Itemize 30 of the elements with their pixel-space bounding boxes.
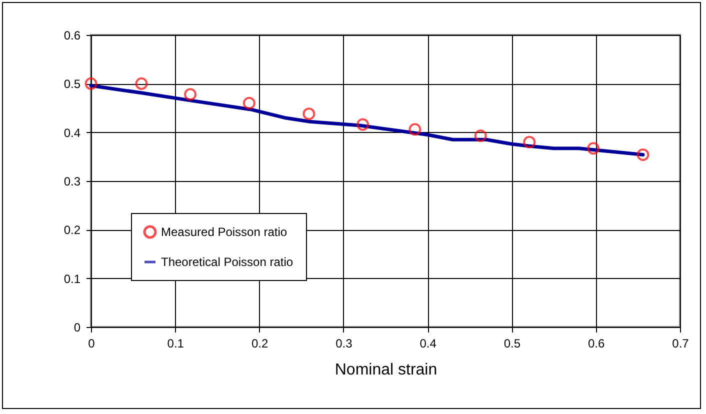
point [184,88,197,101]
y-tick-label: 0.4 [64,126,81,140]
point [302,108,316,120]
x-tick-label: 0.1 [167,336,184,350]
x-tick-label: 0.3 [336,336,353,350]
y-tick-label: 0.2 [64,223,81,238]
point [135,77,148,90]
point [408,123,422,136]
x-tick-label: 0.6 [588,336,606,350]
point [636,148,650,161]
point [523,136,536,148]
legend-label: Theoretical Poisson ratio [161,255,294,269]
x-tick-label: 0.2 [251,336,268,350]
line-series [89,84,645,156]
x-axis-title: Nominal strain [334,362,438,378]
legend-label: Measured Poisson ratio [161,225,288,239]
y-tick-label: 0 [74,320,81,334]
point [242,96,256,110]
point [587,142,600,155]
point [84,77,98,90]
point [356,118,370,131]
x-tick-label: 0 [88,336,96,350]
x-tick-label: 0.5 [504,336,521,350]
point [474,130,487,142]
y-tick-label: 0.5 [64,77,81,92]
y-tick-label: 0.3 [64,174,81,188]
y-tick-label: 0.1 [64,272,81,286]
x-tick-label: 0.7 [672,336,690,350]
x-tick-label: 0.4 [420,336,437,350]
y-tick-label: 0.6 [64,28,81,42]
